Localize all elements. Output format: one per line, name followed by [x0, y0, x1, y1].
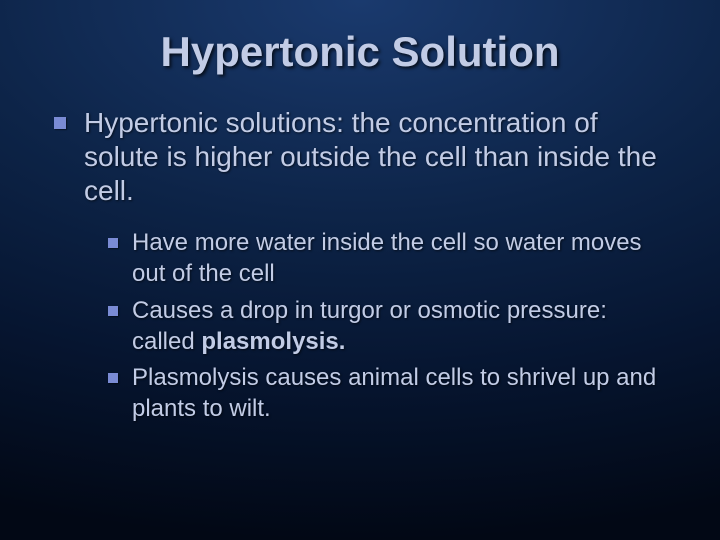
level2-text: Have more water inside the cell so water…	[132, 228, 670, 289]
square-bullet-icon	[54, 117, 66, 129]
bullet-level2: Have more water inside the cell so water…	[108, 228, 670, 289]
level2-text: Plasmolysis causes animal cells to shriv…	[132, 363, 670, 424]
slide-container: Hypertonic Solution Hypertonic solutions…	[0, 0, 720, 540]
square-bullet-icon	[108, 373, 118, 383]
bullet-level1: Hypertonic solutions: the concentration …	[50, 106, 670, 208]
square-bullet-icon	[108, 306, 118, 316]
level1-text: Hypertonic solutions: the concentration …	[84, 106, 670, 208]
square-bullet-icon	[108, 238, 118, 248]
bullet-level2: Plasmolysis causes animal cells to shriv…	[108, 363, 670, 424]
bullet-level2: Causes a drop in turgor or osmotic press…	[108, 296, 670, 357]
level2-bold: plasmolysis.	[201, 328, 345, 355]
level2-container: Have more water inside the cell so water…	[50, 228, 670, 424]
level2-text: Causes a drop in turgor or osmotic press…	[132, 296, 670, 357]
slide-title: Hypertonic Solution	[50, 28, 670, 76]
